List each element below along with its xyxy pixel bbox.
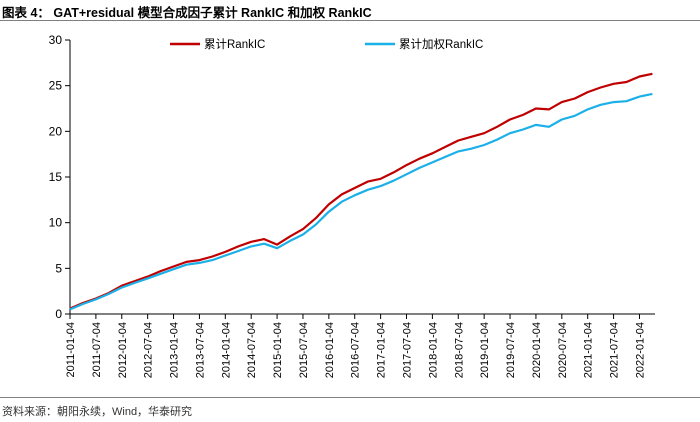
x-tick-label: 2022-01-04 [634, 322, 646, 378]
x-tick-label: 2015-07-04 [298, 322, 310, 378]
x-tick-label: 2017-01-04 [376, 322, 388, 378]
y-tick-label: 20 [49, 124, 63, 138]
x-tick-label: 2021-01-04 [583, 322, 595, 378]
x-tick-label: 2016-01-04 [324, 322, 336, 378]
x-tick-label: 2014-01-04 [220, 322, 232, 378]
x-tick-label: 2016-07-04 [350, 322, 362, 378]
y-tick-label: 15 [49, 170, 63, 184]
y-tick-label: 10 [49, 216, 63, 230]
x-tick-label: 2012-01-04 [117, 322, 129, 378]
x-tick-label: 2019-01-04 [479, 322, 491, 378]
x-tick-label: 2014-07-04 [246, 322, 258, 378]
y-tick-label: 0 [55, 307, 62, 321]
legend-label-1: 累计RankIC [204, 38, 265, 51]
figure-title-bar: 图表 4： GAT+residual 模型合成因子累计 RankIC 和加权 R… [0, 0, 700, 21]
figure-source: 资料来源：朝阳永续，Wind，华泰研究 [2, 406, 193, 418]
x-tick-label: 2018-01-04 [427, 322, 439, 378]
x-tick-label: 2011-01-04 [65, 322, 77, 377]
figure-title: 图表 4： GAT+residual 模型合成因子累计 RankIC 和加权 R… [2, 6, 372, 20]
x-tick-label: 2020-07-04 [557, 322, 569, 378]
x-tick-label: 2017-07-04 [402, 322, 414, 378]
x-tick-label: 2013-07-04 [194, 322, 206, 378]
x-tick-label: 2011-07-04 [91, 322, 103, 377]
y-tick-label: 5 [55, 261, 62, 275]
x-tick-label: 2012-07-04 [143, 322, 155, 378]
legend-label-2: 累计加权RankIC [399, 38, 483, 51]
y-tick-label: 25 [49, 79, 63, 93]
x-tick-label: 2021-07-04 [609, 322, 621, 378]
x-tick-label: 2020-01-04 [531, 322, 543, 378]
y-tick-label: 30 [49, 33, 63, 47]
x-tick-label: 2018-07-04 [453, 322, 465, 378]
source-divider [0, 397, 700, 398]
series-line-2 [69, 92, 653, 311]
x-tick-label: 2019-07-04 [505, 322, 517, 378]
series-line-1 [69, 72, 653, 310]
line-chart: 0 5 10 15 20 25 30 2011-01-04 2011-07-04 2012-01-… [49, 33, 655, 378]
x-tick-label: 2015-01-04 [272, 322, 284, 378]
x-tick-label: 2013-01-04 [169, 322, 181, 378]
